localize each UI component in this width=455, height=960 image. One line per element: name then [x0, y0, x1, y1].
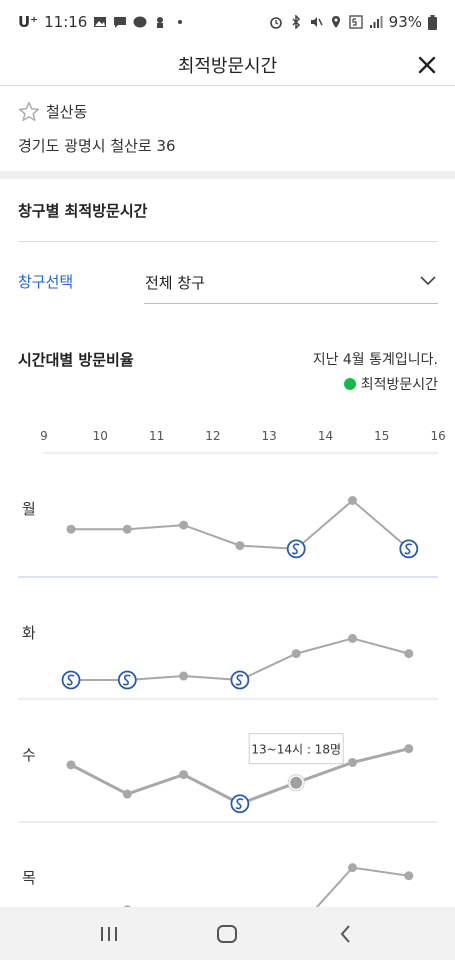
- data-point[interactable]: [179, 671, 189, 681]
- data-point[interactable]: [123, 905, 132, 907]
- tooltip-text: 13~14시 : 18명: [251, 743, 341, 757]
- visit-rate-title: 시간대별 방문비율: [18, 351, 134, 369]
- x-tick-label: 9: [40, 429, 48, 443]
- close-icon: [418, 56, 436, 74]
- battery-icon: [428, 14, 437, 30]
- data-point[interactable]: [179, 770, 189, 780]
- location-icon: [331, 16, 340, 28]
- data-point[interactable]: [348, 757, 357, 767]
- optimal-time-icon: [122, 674, 131, 686]
- page-title: 최적방문시간: [177, 55, 278, 77]
- optimal-time-icon: [404, 543, 413, 555]
- android-nav-bar: [0, 907, 455, 960]
- 5g-icon: [349, 15, 363, 29]
- bluetooth-icon: [292, 15, 300, 29]
- data-point[interactable]: [348, 496, 357, 505]
- x-tick-label: 13: [262, 429, 277, 443]
- window-select-dropdown[interactable]: 전체 창구: [144, 262, 438, 304]
- data-point[interactable]: [291, 649, 301, 659]
- day-label: 수: [22, 746, 36, 764]
- optimal-time-icon: [235, 798, 244, 810]
- status-bar: U⁺ 11:16 93%: [0, 0, 455, 44]
- x-tick-label: 12: [205, 429, 220, 443]
- home-icon: [217, 924, 238, 943]
- x-tick-label: 15: [374, 429, 389, 443]
- stats-period-note: 지난 4월 통계입니다.: [312, 352, 438, 368]
- data-point[interactable]: [66, 524, 76, 534]
- day-label: 목: [22, 869, 36, 887]
- series-line: [315, 866, 409, 907]
- legend-label: 최적방문시간: [360, 377, 438, 393]
- place-address: 경기도 광명시 철산로 36: [18, 137, 176, 155]
- mute-icon: [310, 17, 323, 27]
- tooltip-box: [248, 733, 344, 765]
- data-point[interactable]: [348, 863, 357, 873]
- talk-icon: [133, 16, 147, 28]
- gallery-icon: [94, 17, 107, 27]
- data-point[interactable]: [66, 760, 76, 770]
- data-point[interactable]: [122, 789, 132, 799]
- day-label: 화: [22, 624, 36, 642]
- data-point[interactable]: [348, 633, 357, 643]
- data-point-selected[interactable]: [290, 776, 303, 789]
- place-name: 철산동: [46, 103, 88, 121]
- chart-legend: 최적방문시간: [343, 374, 438, 394]
- data-point[interactable]: [404, 871, 414, 881]
- data-point[interactable]: [179, 520, 189, 530]
- recent-apps-button[interactable]: [79, 914, 139, 954]
- chevron-down-icon: [420, 276, 436, 286]
- legend-dot: [343, 378, 356, 390]
- carrier-label: U⁺: [18, 13, 39, 31]
- more-notifications-icon: [178, 20, 183, 24]
- app-notification-icon: [157, 17, 164, 28]
- back-icon: [340, 924, 350, 943]
- window-select-value: 전체 창구: [145, 274, 205, 292]
- optimal-time-icon: [291, 543, 300, 555]
- back-button[interactable]: [316, 914, 376, 954]
- place-info: 철산동 경기도 광명시 철산로 36: [0, 87, 455, 171]
- data-point[interactable]: [122, 524, 132, 534]
- optimal-time-icon: [235, 674, 244, 686]
- day-label: 월: [22, 500, 36, 518]
- section-title: 창구별 최적방문시간: [18, 202, 148, 220]
- recent-apps-icon: [101, 926, 118, 941]
- app-header: 최적방문시간: [0, 44, 455, 86]
- close-button[interactable]: [413, 51, 441, 79]
- favorite-star-icon[interactable]: [18, 101, 40, 122]
- signal-icon: [369, 16, 383, 28]
- home-button[interactable]: [197, 914, 257, 954]
- alarm-icon: [269, 17, 282, 29]
- chat-icon: [114, 17, 127, 28]
- time-label: 11:16: [44, 13, 88, 31]
- x-tick-label: 16: [430, 429, 445, 443]
- x-tick-label: 11: [149, 429, 164, 443]
- x-tick-label: 10: [93, 429, 108, 443]
- optimal-time-icon: [66, 674, 75, 686]
- data-point[interactable]: [235, 541, 245, 551]
- data-point[interactable]: [404, 744, 414, 754]
- data-point[interactable]: [404, 649, 414, 659]
- window-select-label: 창구선택: [18, 273, 74, 291]
- section-divider-line: [18, 241, 438, 242]
- battery-label: 93%: [388, 13, 422, 31]
- x-tick-label: 14: [318, 429, 333, 443]
- section-divider: [0, 171, 455, 179]
